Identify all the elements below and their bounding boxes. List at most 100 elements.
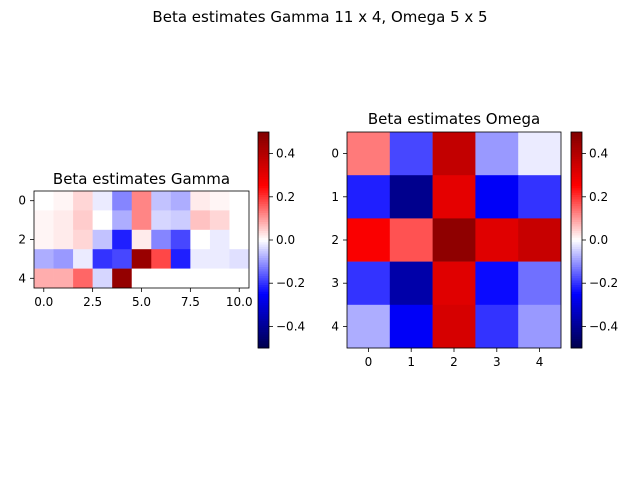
- gamma-colorbar-strip: [258, 141, 269, 144]
- omega-colorbar-strip: [571, 168, 582, 171]
- gamma-cell-r4-c6: [151, 268, 172, 289]
- omega-colorbar-strip: [571, 152, 582, 155]
- omega-cell-r3-c0: [347, 261, 391, 306]
- omega-chart: Beta estimates Omega 0 1 2 3 4 0 1 2 3 4: [331, 110, 562, 369]
- gamma-colorbar-strip: [258, 300, 269, 304]
- omega-colorbar-strip: [571, 318, 582, 322]
- omega-cell-r4-c4: [518, 304, 562, 349]
- omega-colorbar-strip: [571, 181, 582, 185]
- gamma-xtick-label: 10.0: [226, 295, 253, 309]
- omega-cell-r2-c0: [347, 218, 391, 262]
- omega-colorbar-strip: [571, 309, 582, 313]
- gamma-cell-r4-c3: [92, 268, 113, 289]
- omega-colorbar-strip: [571, 325, 582, 329]
- omega-colorbar-strip: [571, 177, 582, 180]
- gamma-cell-r3-c7: [170, 249, 191, 269]
- gamma-xtick-label: 2.5: [83, 295, 102, 309]
- figure-suptitle: Beta estimates Gamma 11 x 4, Omega 5 x 5: [152, 8, 487, 26]
- gamma-colorbar-strip: [258, 143, 269, 146]
- omega-colorbar-tick-label: 0.4: [589, 147, 608, 161]
- omega-xtick-label: 4: [536, 355, 544, 369]
- gamma-cell-r0-c7: [170, 191, 191, 211]
- omega-xtick-label: 2: [450, 355, 458, 369]
- gamma-cell-r0-c8: [190, 191, 211, 211]
- omega-colorbar-strip: [571, 237, 582, 241]
- omega-colorbar-strip: [571, 258, 582, 261]
- gamma-xtick-label: 5.0: [132, 295, 151, 309]
- omega-colorbar-strip: [571, 278, 582, 281]
- omega-colorbar-strip: [571, 336, 582, 340]
- omega-colorbar-strip: [571, 210, 582, 214]
- gamma-colorbar-strip: [258, 249, 269, 252]
- gamma-ytick-label: 4: [18, 271, 26, 285]
- gamma-cell-r2-c2: [73, 229, 93, 250]
- omega-cell-r3-c2: [432, 261, 476, 306]
- gamma-colorbar-strip: [258, 136, 269, 140]
- gamma-xtick-label: 0.0: [34, 295, 53, 309]
- gamma-colorbar-tick-label: 0.2: [276, 190, 295, 204]
- gamma-colorbar-strip: [258, 161, 269, 164]
- omega-colorbar-strip: [571, 161, 582, 164]
- gamma-cell-r1-c4: [112, 210, 133, 231]
- gamma-colorbar-strip: [258, 222, 269, 225]
- omega-colorbar-strip: [571, 312, 582, 315]
- gamma-cell-r4-c4: [112, 268, 133, 289]
- gamma-colorbar: 0.4 0.2 0.0 −0.2 −0.4: [257, 131, 305, 349]
- omega-colorbar-strip: [571, 307, 582, 311]
- omega-ytick-label: 2: [331, 233, 339, 247]
- gamma-colorbar-strip: [258, 282, 269, 286]
- gamma-colorbar-strip: [258, 305, 269, 308]
- omega-cell-r0-c0: [347, 132, 391, 176]
- omega-cell-r4-c0: [347, 304, 391, 349]
- gamma-colorbar-strip: [258, 192, 269, 196]
- omega-colorbar-strip: [571, 188, 582, 191]
- omega-colorbar-strip: [571, 201, 582, 205]
- omega-colorbar-strip: [571, 219, 582, 223]
- gamma-cell-r4-c9: [209, 268, 230, 289]
- omega-ytick-label: 3: [331, 276, 339, 290]
- gamma-colorbar-strip: [258, 219, 269, 223]
- omega-ytick-label: 4: [331, 319, 339, 333]
- omega-ytick-label: 0: [331, 147, 339, 161]
- gamma-colorbar-strip: [258, 188, 269, 191]
- gamma-colorbar-strip: [258, 330, 269, 333]
- omega-colorbar-strip: [571, 303, 582, 306]
- omega-colorbar-strip: [571, 314, 582, 317]
- gamma-colorbar-strip: [258, 318, 269, 322]
- gamma-cell-r0-c9: [209, 191, 230, 211]
- gamma-cell-r4-c2: [73, 268, 93, 289]
- omega-colorbar-strip: [571, 190, 582, 194]
- gamma-colorbar-strip: [258, 262, 269, 266]
- omega-colorbar-strip: [571, 204, 582, 207]
- gamma-cell-r3-c5: [131, 249, 152, 269]
- gamma-colorbar-gradient: [258, 132, 269, 349]
- gamma-colorbar-strip: [258, 150, 269, 153]
- gamma-colorbar-strip: [258, 231, 269, 234]
- omega-colorbar-strip: [571, 305, 582, 308]
- omega-colorbar-strip: [571, 285, 582, 288]
- gamma-colorbar-strip: [258, 215, 269, 218]
- omega-colorbar-strip: [571, 136, 582, 140]
- omega-colorbar-strip: [571, 298, 582, 302]
- gamma-y-axis: 0 2 4: [18, 194, 34, 285]
- gamma-cell-r0-c2: [73, 191, 93, 211]
- omega-colorbar-strip: [571, 192, 582, 196]
- gamma-colorbar-strip: [258, 179, 269, 182]
- omega-colorbar-strip: [571, 235, 582, 239]
- omega-colorbar-strip: [571, 240, 582, 243]
- gamma-colorbar-strip: [258, 152, 269, 155]
- gamma-colorbar-strip: [258, 145, 269, 149]
- omega-colorbar-strip: [571, 208, 582, 212]
- omega-cell-r0-c3: [475, 132, 519, 176]
- gamma-cell-r0-c3: [92, 191, 113, 211]
- gamma-colorbar-strip: [258, 269, 269, 272]
- omega-colorbar-strip: [571, 321, 582, 324]
- gamma-colorbar-strip: [258, 165, 269, 169]
- omega-colorbar-strip: [571, 287, 582, 290]
- omega-colorbar-axis: 0.4 0.2 0.0 −0.2 −0.4: [582, 147, 618, 333]
- omega-xtick-label: 3: [493, 355, 501, 369]
- gamma-colorbar-strip: [258, 327, 269, 331]
- gamma-colorbar-strip: [258, 321, 269, 324]
- gamma-colorbar-strip: [258, 325, 269, 329]
- omega-colorbar-strip: [571, 255, 582, 259]
